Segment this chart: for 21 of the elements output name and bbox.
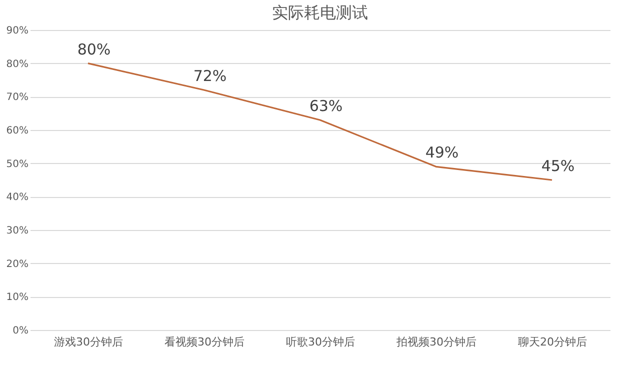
y-tick-label: 70% [6,92,28,104]
data-label: 49% [425,144,459,162]
y-tick-label: 10% [6,292,28,304]
x-tick-label: 听歌30分钟后 [286,336,355,348]
y-tick-label: 40% [6,192,28,204]
x-tick-label: 看视频30分钟后 [164,336,244,348]
x-tick-label: 聊天20分钟后 [518,336,587,348]
y-tick-label: 20% [6,258,28,270]
y-tick-label: 90% [6,26,28,36]
data-label: 80% [77,40,111,58]
y-tick-label: 0% [12,326,28,336]
x-tick-label: 拍视频30分钟后 [396,336,476,348]
data-label: 72% [193,67,227,85]
y-tick-label: 30% [6,226,28,236]
data-label: 45% [541,157,575,175]
chart-title: 实际耗电测试 [272,3,368,22]
y-tick-label: 80% [6,58,28,70]
y-tick-label: 50% [6,158,28,170]
data-label: 63% [309,97,343,115]
x-tick-label: 游戏30分钟后 [54,336,123,348]
y-tick-label: 60% [6,126,28,136]
